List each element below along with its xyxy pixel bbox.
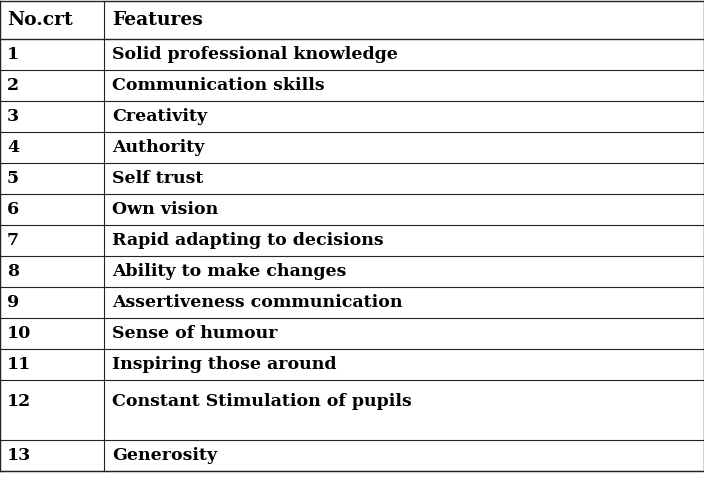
Text: 8: 8: [7, 263, 19, 280]
Text: 7: 7: [7, 232, 19, 249]
Text: Inspiring those around: Inspiring those around: [112, 356, 337, 373]
Text: Creativity: Creativity: [112, 108, 207, 125]
Text: 4: 4: [7, 139, 19, 156]
Text: 9: 9: [7, 294, 19, 311]
Text: 6: 6: [7, 201, 19, 218]
Text: No.crt: No.crt: [7, 11, 73, 29]
Text: 13: 13: [7, 447, 31, 464]
Text: Generosity: Generosity: [112, 447, 218, 464]
Text: Self trust: Self trust: [112, 170, 203, 187]
Text: Features: Features: [112, 11, 203, 29]
Text: Communication skills: Communication skills: [112, 77, 325, 94]
Text: 1: 1: [7, 46, 19, 63]
Text: Solid professional knowledge: Solid professional knowledge: [112, 46, 398, 63]
Text: Constant Stimulation of pupils: Constant Stimulation of pupils: [112, 392, 412, 410]
Text: Own vision: Own vision: [112, 201, 218, 218]
Text: 5: 5: [7, 170, 19, 187]
Text: 11: 11: [7, 356, 31, 373]
Text: Rapid adapting to decisions: Rapid adapting to decisions: [112, 232, 384, 249]
Text: Sense of humour: Sense of humour: [112, 325, 277, 342]
Text: 3: 3: [7, 108, 19, 125]
Text: Assertiveness communication: Assertiveness communication: [112, 294, 403, 311]
Text: Ability to make changes: Ability to make changes: [112, 263, 346, 280]
Text: 2: 2: [7, 77, 19, 94]
Text: 10: 10: [7, 325, 32, 342]
Text: Authority: Authority: [112, 139, 205, 156]
Text: 12: 12: [7, 392, 31, 410]
